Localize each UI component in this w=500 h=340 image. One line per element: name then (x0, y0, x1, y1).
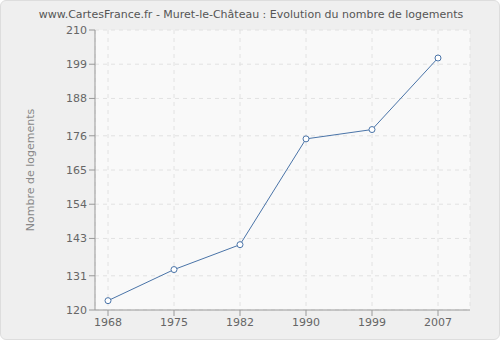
svg-text:2007: 2007 (424, 316, 452, 329)
svg-text:1975: 1975 (160, 316, 188, 329)
svg-text:Nombre de logements: Nombre de logements (24, 108, 37, 231)
html-text:www.CartesFrance.fr - Muret-le: www.CartesFrance.fr - Muret-le-Château :… (38, 8, 464, 21)
svg-text:210: 210 (66, 24, 87, 37)
svg-text:1982: 1982 (226, 316, 254, 329)
svg-text:199: 199 (66, 58, 87, 71)
svg-text:188: 188 (66, 92, 87, 105)
svg-text:1999: 1999 (358, 316, 386, 329)
svg-text:1990: 1990 (292, 316, 320, 329)
svg-text:154: 154 (66, 198, 87, 211)
svg-text:1968: 1968 (94, 316, 122, 329)
svg-text:120: 120 (66, 304, 87, 317)
svg-text:131: 131 (66, 270, 87, 283)
svg-text:165: 165 (66, 164, 87, 177)
svg-text:143: 143 (66, 232, 87, 245)
svg-text:176: 176 (66, 130, 87, 143)
